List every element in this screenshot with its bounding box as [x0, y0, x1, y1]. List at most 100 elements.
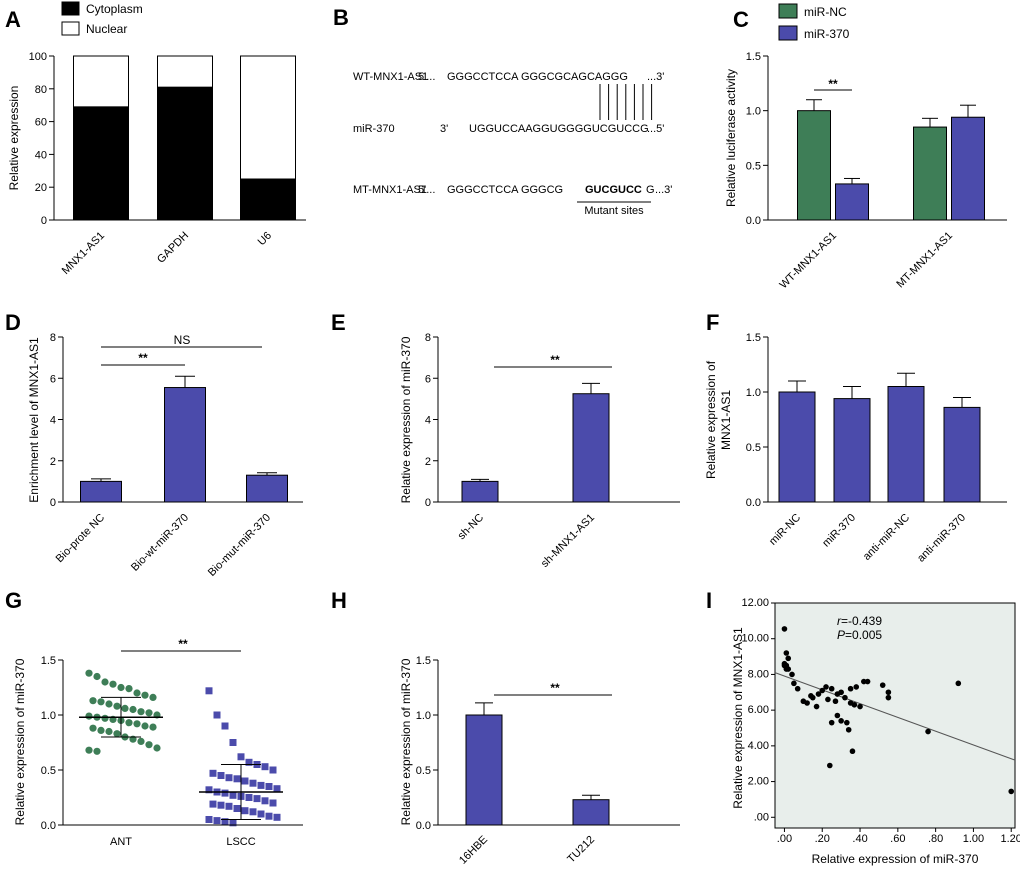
i-point [955, 680, 962, 687]
h-x-tick-label: 16HBE [457, 834, 490, 867]
d-y-tick-label: 4 [50, 415, 56, 427]
g-point-ant [97, 726, 105, 735]
e-x-tick-label: sh-NC [456, 512, 487, 543]
d-y-tick-label: 2 [50, 456, 56, 468]
a-x-tick-label: GAPDH [155, 230, 191, 266]
c-legend-swatch-mir-370 [778, 25, 798, 41]
h-bar [572, 799, 610, 826]
a-y-tick-label: 60 [35, 117, 47, 129]
g-point-lscc [245, 758, 253, 766]
i-point [813, 703, 820, 710]
b-row-label: WT-MNX1-AS1 [353, 71, 428, 83]
e-y-tick-label: 8 [425, 332, 431, 344]
e-bar [572, 393, 610, 503]
h-significance: ** [550, 681, 560, 695]
g-point-lscc [221, 722, 229, 730]
a-bar-nuclear [240, 55, 296, 180]
g-point-lscc [209, 800, 217, 808]
a-legend-nuclear: Nuclear [86, 22, 127, 36]
c-y-tick-label: 0.5 [746, 160, 761, 172]
g-point-lscc [265, 812, 273, 820]
g-point-lscc [229, 739, 237, 746]
g-point-lscc [257, 781, 265, 789]
f-bar [778, 391, 816, 503]
g-point-lscc [233, 775, 241, 783]
d-x-tick-label: Bio-prote NC [54, 512, 107, 565]
g-significance: ** [178, 637, 188, 651]
i-point [827, 762, 833, 769]
g-point-ant [145, 741, 153, 749]
g-point-ant [85, 669, 93, 677]
d-y-axis-label: Enrichment level of MNX1-AS1 [27, 337, 41, 503]
i-annotation-r-value: =-0.439 [841, 614, 882, 628]
g-point-lscc [261, 763, 269, 771]
g-point-ant [85, 712, 93, 720]
c-y-tick-label: 1.5 [746, 51, 761, 63]
b-prime3: ...5' [647, 123, 664, 135]
g-point-ant [133, 689, 141, 697]
g-point-lscc [229, 819, 237, 827]
g-x-tick-label: ANT [110, 836, 132, 848]
g-point-ant [85, 746, 93, 754]
f-bar [943, 406, 981, 503]
g-point-ant [137, 737, 145, 746]
i-y-tick-label: 10.00 [741, 633, 769, 645]
i-point [815, 691, 822, 697]
g-point-ant [153, 744, 161, 752]
f-x-tick-label: miR-NC [767, 512, 803, 548]
h-y-tick-label: 1.0 [416, 710, 431, 722]
panel-label-f: F [706, 310, 719, 335]
i-annotation-p-value: =0.005 [845, 628, 882, 642]
d-bar [80, 480, 122, 503]
g-point-ant [89, 697, 97, 705]
panel-label-c: C [733, 7, 749, 32]
i-x-tick-label: 1.00 [963, 833, 984, 845]
e-y-axis-label: Relative expression of miR-370 [399, 336, 413, 503]
g-point-ant [133, 720, 141, 728]
b-mutant-sites-label: Mutant sites [584, 205, 644, 217]
f-y-axis-label: Relative expression of [704, 360, 718, 479]
i-y-tick-label: 4.00 [748, 740, 769, 752]
c-bar-mir-370 [951, 116, 985, 221]
h-y-tick-label: 0.5 [416, 765, 431, 777]
f-bar [833, 398, 871, 503]
panel-label-a: A [5, 7, 21, 32]
i-point [864, 678, 871, 685]
b-seq: GGGCCTCCA GGGCG [447, 184, 563, 196]
g-point-lscc [261, 797, 269, 805]
c-bar-mir-nc [797, 110, 831, 221]
g-point-lscc [217, 801, 225, 809]
f-y-tick-label: 1.5 [746, 332, 761, 344]
g-point-lscc [229, 791, 237, 799]
i-y-tick-label: 8.00 [748, 668, 769, 680]
g-y-tick-label: 0.0 [41, 820, 56, 832]
g-point-lscc [221, 789, 229, 797]
i-point [785, 655, 792, 662]
g-point-ant [117, 683, 125, 692]
i-point [857, 703, 863, 710]
i-point [845, 726, 852, 733]
g-point-lscc [249, 808, 257, 816]
f-y-tick-label: 0.5 [746, 442, 761, 454]
i-point [819, 687, 826, 694]
b-prime3: ...3' [655, 184, 672, 196]
g-point-ant [105, 727, 113, 736]
g-point-lscc [253, 795, 261, 803]
g-point-lscc [205, 687, 213, 695]
g-point-ant [89, 724, 97, 732]
i-y-tick-label: 12.00 [741, 597, 769, 609]
g-point-ant [125, 685, 133, 693]
g-point-lscc [233, 805, 241, 812]
i-point [783, 650, 790, 656]
a-y-tick-label: 20 [35, 182, 47, 194]
g-point-lscc [245, 794, 253, 801]
a-bar-cytoplasm [240, 178, 296, 221]
c-legend-mir-370: miR-370 [804, 27, 850, 41]
a-legend-swatch-nuclear [61, 21, 80, 36]
i-point [847, 685, 854, 692]
g-point-ant [93, 747, 101, 755]
c-significance: ** [828, 77, 838, 91]
g-point-lscc [269, 766, 277, 774]
a-bar-cytoplasm [157, 86, 213, 221]
g-point-lscc [205, 816, 213, 823]
